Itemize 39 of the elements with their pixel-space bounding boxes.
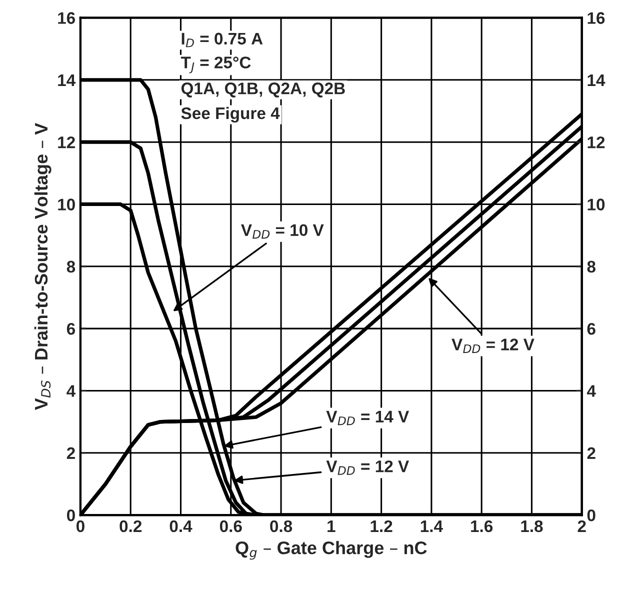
y2-tick-label: 14 [588, 74, 606, 86]
y2-tick-label: 12 [588, 136, 605, 148]
x-tick-label: 2 [578, 520, 586, 532]
annotation: V$_{DD}$ = 10 V [241, 224, 324, 239]
annotation: V$_{DD}$ = 14 V [326, 410, 410, 426]
y-tick-label: 12 [58, 136, 75, 148]
x-tick-label: 1.8 [521, 520, 543, 532]
x-tick-label: 1.2 [370, 520, 392, 532]
y2-tick-label: 16 [588, 12, 605, 24]
y-axis-title: V$_{DS}$ – Drain-to-Source Voltage – V [34, 122, 52, 410]
x-tick-label: 1 [328, 520, 336, 532]
annotation: V$_{DD}$ = 12 V [452, 338, 534, 353]
annotation: V$_{DD}$ = 12 V [326, 460, 410, 475]
x-tick-label: 1.4 [420, 520, 443, 532]
y-tick-label: 16 [58, 12, 76, 24]
x-tick-label: 1.6 [471, 520, 493, 532]
annotation: I$_{D}$ = 0.75 A [182, 32, 263, 48]
annotation: Q1A, Q1B, Q2A, Q2B [181, 82, 345, 98]
x-tick-label: 0.4 [170, 520, 192, 532]
y2-tick-label: 0 [587, 509, 596, 522]
y-tick-label: 0 [67, 509, 75, 522]
x-tick-label: 0.6 [220, 520, 242, 532]
y-tick-label: 10 [58, 198, 75, 210]
y-tick-label: 6 [66, 322, 76, 335]
y2-tick-label: 2 [587, 447, 596, 459]
x-tick-label: 0 [76, 520, 84, 532]
y2-tick-label: 6 [587, 322, 596, 335]
y2-tick-label: 4 [586, 385, 596, 397]
annotation: See Figure 4 [181, 106, 280, 123]
x-tick-label: 0.8 [270, 520, 292, 532]
x-tick-label: 0.2 [120, 520, 142, 532]
y-tick-label: 4 [66, 385, 76, 397]
y2-tick-label: 8 [587, 260, 596, 273]
y-tick-label: 8 [66, 260, 76, 273]
y-tick-label: 14 [58, 74, 76, 86]
y-tick-label: 2 [66, 447, 75, 459]
annotation: T$_{J}$ = 25°C [180, 56, 251, 74]
y2-tick-label: 10 [588, 198, 605, 210]
x-axis-title: Q$_{g}$ – Gate Charge – nC [236, 540, 427, 560]
